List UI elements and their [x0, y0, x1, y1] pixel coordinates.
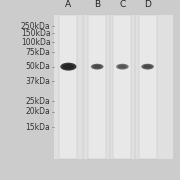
- Ellipse shape: [63, 64, 74, 69]
- Text: 150kDa: 150kDa: [21, 29, 50, 38]
- Bar: [88, 15, 106, 159]
- Text: D: D: [144, 0, 151, 9]
- Text: 37kDa: 37kDa: [26, 77, 50, 86]
- Bar: [54, 15, 173, 159]
- Ellipse shape: [143, 65, 152, 69]
- Text: 25kDa: 25kDa: [26, 97, 50, 106]
- Ellipse shape: [116, 64, 129, 69]
- Bar: [139, 15, 157, 159]
- Ellipse shape: [118, 65, 127, 69]
- Text: 250kDa: 250kDa: [21, 22, 50, 31]
- Text: C: C: [119, 0, 125, 9]
- Ellipse shape: [60, 63, 76, 71]
- Bar: [59, 15, 77, 159]
- Ellipse shape: [141, 64, 154, 69]
- Text: 50kDa: 50kDa: [26, 62, 50, 71]
- Text: B: B: [94, 0, 100, 9]
- Bar: [113, 15, 131, 159]
- Ellipse shape: [91, 64, 104, 69]
- Ellipse shape: [93, 65, 102, 69]
- Text: A: A: [65, 0, 71, 9]
- Text: 100kDa: 100kDa: [21, 37, 50, 46]
- Text: 15kDa: 15kDa: [26, 123, 50, 132]
- Text: 75kDa: 75kDa: [26, 48, 50, 57]
- Text: 20kDa: 20kDa: [26, 107, 50, 116]
